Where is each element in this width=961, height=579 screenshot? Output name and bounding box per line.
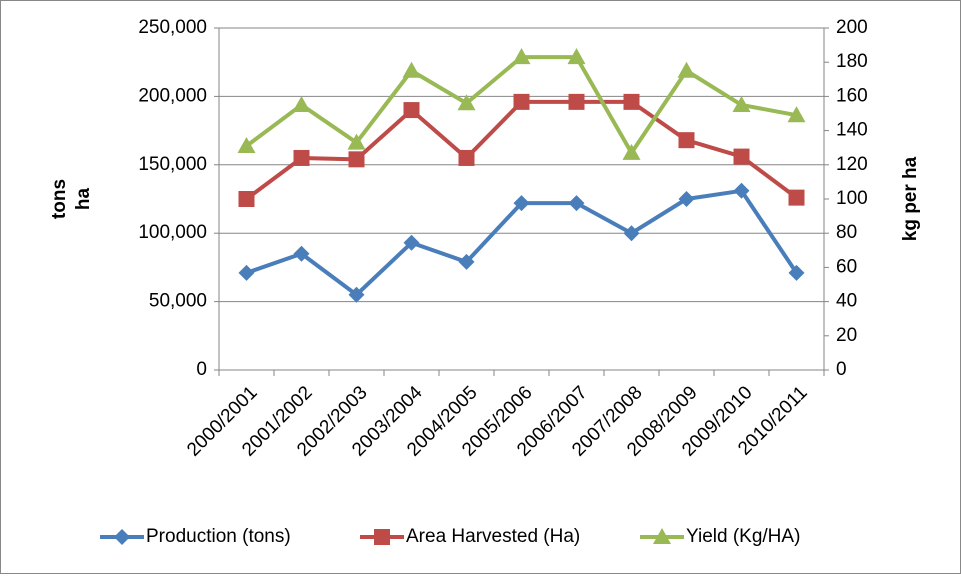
y2-axis-title: kg per ha xyxy=(900,156,921,241)
marker xyxy=(677,61,696,78)
marker xyxy=(567,48,586,65)
marker xyxy=(678,191,695,207)
marker xyxy=(403,102,420,119)
marker xyxy=(348,286,365,303)
y-tick-label: 50,000 xyxy=(149,291,207,312)
marker xyxy=(347,133,366,150)
legend-marker xyxy=(653,528,671,544)
marker xyxy=(788,189,805,206)
y2-tick-label: 180 xyxy=(836,51,868,72)
marker xyxy=(623,225,640,242)
y-axis-title: ha xyxy=(73,187,94,210)
marker xyxy=(238,264,255,281)
marker xyxy=(237,136,256,153)
y-tick-label: 0 xyxy=(196,359,207,380)
y-axis-title: tons xyxy=(49,179,70,219)
legend-marker xyxy=(114,529,130,545)
y2-tick-label: 80 xyxy=(836,222,857,243)
y2-tick-label: 140 xyxy=(836,120,868,141)
y2-tick-label: 100 xyxy=(836,188,868,209)
y2-tick-label: 60 xyxy=(836,256,857,277)
marker xyxy=(787,106,806,123)
marker xyxy=(622,143,641,160)
marker xyxy=(292,95,311,112)
legend-label: Yield (Kg/HA) xyxy=(686,526,800,547)
marker xyxy=(458,149,475,166)
marker xyxy=(513,195,530,212)
y-tick-label: 150,000 xyxy=(138,154,207,175)
legend-marker xyxy=(374,529,390,545)
marker xyxy=(568,195,585,212)
y-tick-label: 250,000 xyxy=(138,17,207,38)
marker xyxy=(732,95,751,112)
y2-tick-label: 0 xyxy=(836,359,847,380)
y2-tick-label: 120 xyxy=(836,154,868,175)
y2-tick-label: 40 xyxy=(836,291,857,312)
legend-label: Production (tons) xyxy=(146,526,291,547)
marker xyxy=(293,245,310,262)
y2-tick-label: 200 xyxy=(836,17,868,38)
marker xyxy=(348,151,365,168)
y-tick-label: 100,000 xyxy=(138,222,207,243)
marker xyxy=(513,93,530,110)
marker xyxy=(512,48,531,65)
marker xyxy=(238,191,255,207)
marker xyxy=(733,182,750,199)
marker xyxy=(733,148,750,165)
marker xyxy=(568,93,585,110)
marker xyxy=(402,61,421,78)
marker xyxy=(678,132,695,149)
marker xyxy=(457,94,476,111)
marker xyxy=(623,93,640,110)
marker xyxy=(458,253,475,270)
legend-label: Area Harvested (Ha) xyxy=(406,526,580,547)
marker xyxy=(788,264,805,281)
y2-tick-label: 20 xyxy=(836,325,857,346)
marker xyxy=(293,149,310,166)
y-tick-label: 200,000 xyxy=(138,85,207,106)
marker xyxy=(403,234,420,251)
y2-tick-label: 160 xyxy=(836,85,868,106)
